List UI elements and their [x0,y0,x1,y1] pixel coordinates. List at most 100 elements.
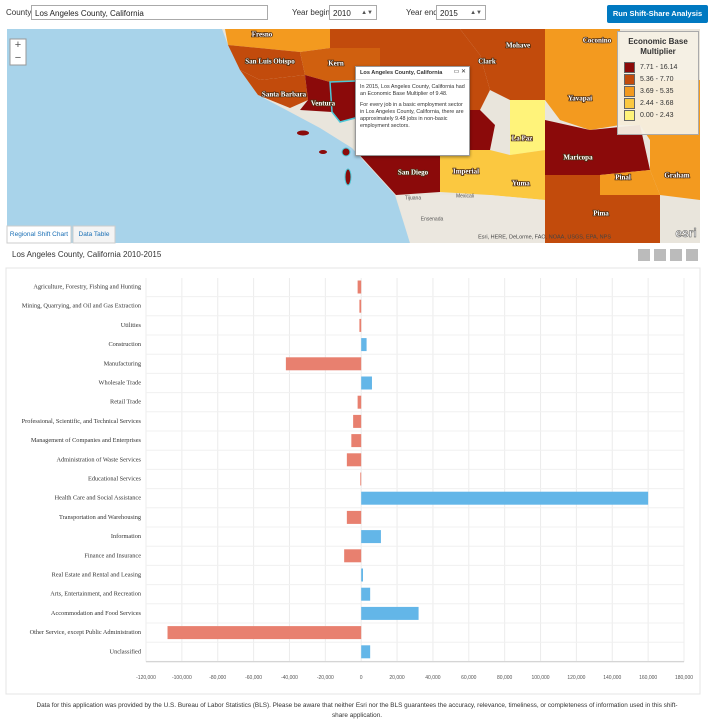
map-county[interactable] [510,100,545,155]
map-label: La Paz [512,135,533,143]
share-twitter[interactable] [638,249,650,261]
map-label: Santa Barbara [262,91,307,99]
year-begin-select[interactable]: 2010 ▲▼ [329,5,377,20]
legend-title: Economic Base Multiplier [628,37,688,56]
legend-label: 7.71 - 16.14 [640,63,678,71]
map-county[interactable] [545,80,620,130]
esri-logo: esri [675,226,696,240]
zoom-control [9,38,27,66]
map-county[interactable] [545,175,660,243]
bar [361,587,371,601]
y-tick-label: Professional, Scientific, and Technical … [22,418,142,425]
bar [361,338,367,352]
y-tick-label: Retail Trade [110,399,141,406]
map-legend: Economic Base Multiplier 7.71 - 16.14 5.3… [617,31,699,135]
map-county[interactable] [300,75,332,112]
y-tick-label: Construction [108,341,141,348]
legend-item: 7.71 - 16.14 [618,61,698,73]
y-tick-label: Arts, Entertainment, and Recreation [50,591,142,598]
y-tick-label: Educational Services [88,475,142,482]
map[interactable]: Fresno Kern San Luis Obispo Santa Barbara Ve… [7,29,700,243]
map-county[interactable] [225,29,330,52]
y-tick-label: Administration of Waste Services [56,456,141,463]
year-end-select[interactable]: 2015 ▲▼ [436,5,486,20]
y-tick-label: Manufacturing [104,360,142,367]
map-island [341,147,351,157]
x-tick-label: -60,000 [245,675,262,681]
bar [361,491,649,505]
y-tick-label: Wholesale Trade [99,379,142,386]
select-arrow: ▲▼ [361,10,373,16]
run-button[interactable]: Run Shift-Share Analysis [607,5,708,23]
bar [346,510,362,524]
y-tick-label: Utilities [121,322,142,329]
year-end-label: Year end [406,8,438,17]
y-tick-label: Health Care and Social Assistance [55,495,142,502]
x-tick-label: -80,000 [209,675,226,681]
x-tick-label: 20,000 [389,675,405,681]
bar [359,318,362,332]
map-county[interactable] [460,29,545,100]
tab[interactable] [72,225,116,244]
map-island [319,150,327,154]
year-begin-label: Year begin [292,8,330,17]
tab-active[interactable] [6,225,72,244]
x-tick-label: -120,000 [136,675,156,681]
legend-item: 2.44 - 3.68 [618,97,698,109]
place-label: Mexicali [456,193,474,199]
legend-label: 0.00 - 2.43 [640,111,674,119]
share-facebook[interactable] [670,249,682,261]
map-county[interactable] [355,150,440,195]
share-google[interactable] [654,249,666,261]
popup-title: Los Angeles County, California [356,67,469,80]
county-input[interactable]: Los Angeles County, California [31,5,268,20]
county-label: County [6,8,32,17]
y-tick-label: Mining, Quarrying, and Oil and Gas Extra… [22,303,142,310]
map-county[interactable] [240,70,308,108]
map-county[interactable] [600,170,660,195]
popup-controls[interactable]: ▭ ✕ [453,69,466,75]
map-county[interactable] [650,140,700,200]
bar [351,434,362,448]
bar [361,376,372,390]
bar [361,645,371,659]
map-label: Maricopa [563,154,593,162]
map-island [297,130,309,136]
legend-swatch [624,85,635,97]
chart: -120,000 -100,000 -80,000 -60,000 -40,000 -20… [22,278,693,681]
x-tick-label: 80,000 [497,675,513,681]
map-county[interactable] [228,45,305,80]
share-email[interactable] [686,249,698,261]
legend-label: 5.36 - 7.70 [640,75,674,83]
year-begin-value: 2010 [333,9,351,18]
bar [353,414,362,428]
x-tick-label: 120,000 [567,675,585,681]
bar [167,626,362,640]
legend-swatch [624,109,635,121]
zoom-in[interactable]: + [15,39,21,51]
tab-label: Data Table [79,231,110,238]
map-label: San Luis Obispo [245,58,295,66]
map-county[interactable] [490,150,545,200]
y-tick-label: Accommodation and Food Services [51,610,142,617]
map-attribution: Esri, HERE, DeLorme, FAO, NOAA, USGS, EP… [478,234,611,240]
chart-frame [5,267,701,695]
bar [359,299,362,313]
chart-title: Los Angeles County, California 2010-2015 [12,250,162,259]
bar [361,568,363,582]
map-county[interactable] [545,29,620,80]
y-tick-label: Management of Companies and Enterprises [31,437,142,444]
zoom-out[interactable]: − [15,52,21,64]
map-popup: ▭ ✕ Los Angeles County, California In 20… [355,66,470,156]
place-label: Ensenada [421,216,444,222]
map-label: Graham [664,172,689,180]
map-county[interactable] [440,150,490,195]
legend-label: 2.44 - 3.68 [640,99,674,107]
legend-item: 3.69 - 5.35 [618,85,698,97]
x-tick-label: 160,000 [639,675,657,681]
map-label: Coconino [583,37,612,45]
y-tick-label: Transportation and Warehousing [59,514,142,521]
legend-item: 5.36 - 7.70 [618,73,698,85]
map-label: Yavapai [568,95,592,103]
